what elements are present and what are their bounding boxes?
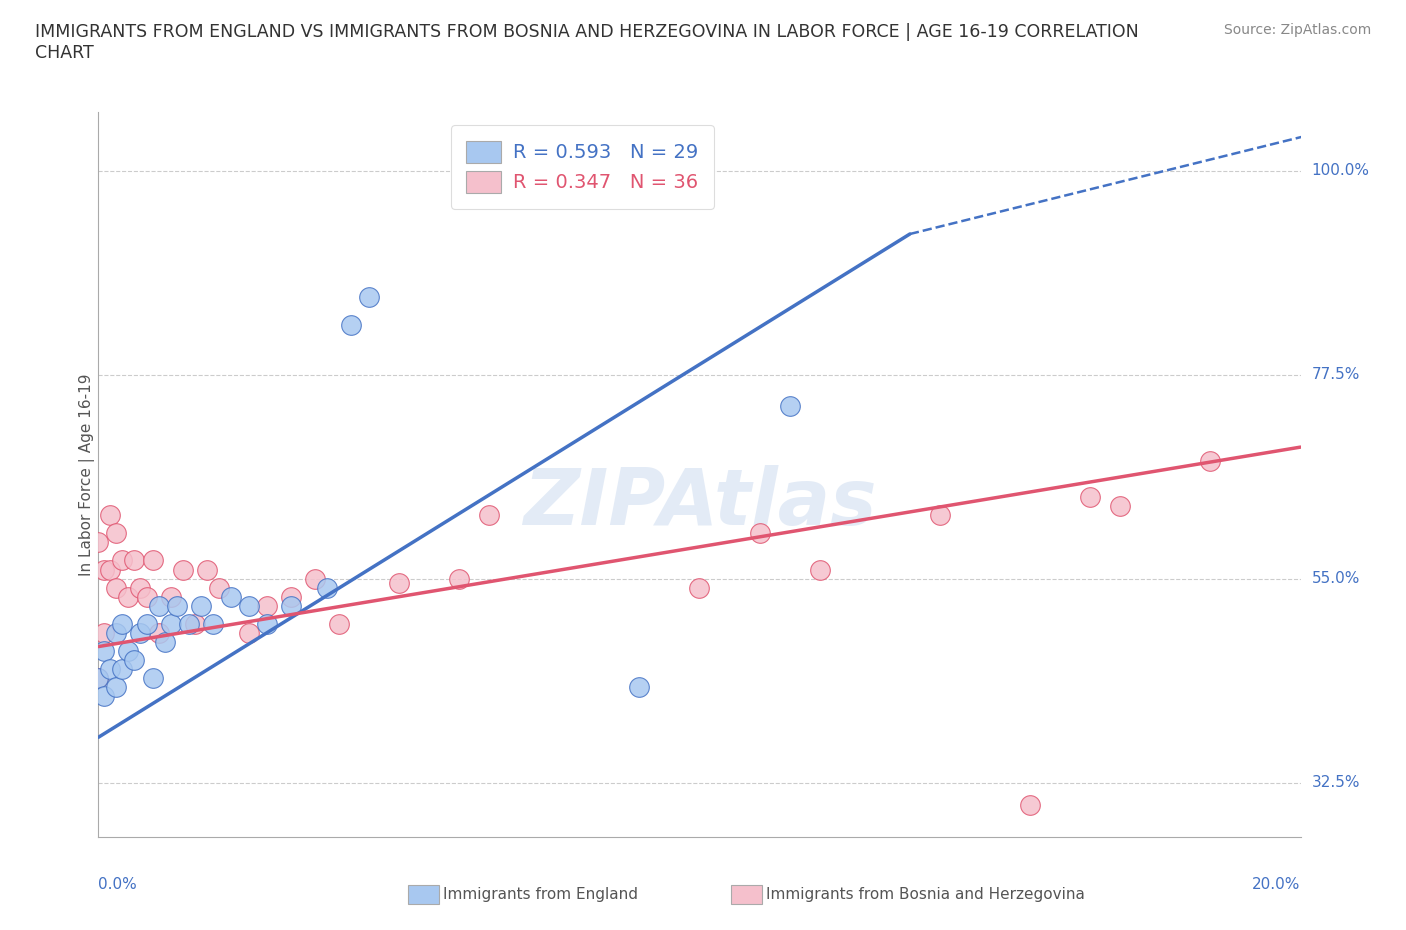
Point — [100, 508, 122, 523]
Text: 20.0%: 20.0% — [1253, 877, 1301, 892]
Point — [141, 671, 163, 685]
Text: ZIPAtlas: ZIPAtlas — [523, 465, 876, 541]
Point — [748, 525, 770, 540]
Point — [478, 508, 501, 523]
Point — [93, 562, 115, 577]
Point — [135, 590, 157, 604]
Point — [129, 626, 152, 641]
Point — [100, 662, 122, 677]
Point — [628, 680, 651, 695]
Point — [388, 576, 411, 591]
Point — [87, 671, 110, 685]
Point — [93, 689, 115, 704]
Point — [172, 562, 194, 577]
Point — [105, 525, 128, 540]
Text: CHART: CHART — [35, 44, 94, 61]
Point — [129, 580, 152, 595]
Point — [447, 571, 470, 586]
Point — [105, 580, 128, 595]
Point — [1199, 453, 1222, 468]
Point — [357, 290, 380, 305]
Point — [238, 598, 260, 613]
Point — [87, 535, 110, 550]
Text: 0.0%: 0.0% — [98, 877, 138, 892]
Y-axis label: In Labor Force | Age 16-19: In Labor Force | Age 16-19 — [79, 373, 96, 576]
Point — [153, 634, 176, 649]
Text: IMMIGRANTS FROM ENGLAND VS IMMIGRANTS FROM BOSNIA AND HERZEGOVINA IN LABOR FORCE: IMMIGRANTS FROM ENGLAND VS IMMIGRANTS FR… — [35, 23, 1139, 41]
Point — [256, 598, 278, 613]
Point — [159, 590, 181, 604]
Point — [135, 617, 157, 631]
Text: Source: ZipAtlas.com: Source: ZipAtlas.com — [1223, 23, 1371, 37]
Point — [93, 626, 115, 641]
Point — [238, 626, 260, 641]
Point — [166, 598, 188, 613]
Legend: R = 0.593   N = 29, R = 0.347   N = 36: R = 0.593 N = 29, R = 0.347 N = 36 — [451, 125, 714, 208]
Point — [808, 562, 831, 577]
Text: 100.0%: 100.0% — [1312, 163, 1369, 178]
Text: 32.5%: 32.5% — [1312, 775, 1360, 790]
Point — [111, 662, 134, 677]
Point — [1078, 489, 1101, 504]
Point — [141, 553, 163, 568]
Point — [340, 317, 363, 332]
Point — [280, 590, 302, 604]
Point — [117, 644, 139, 658]
Point — [929, 508, 952, 523]
Point — [219, 590, 242, 604]
Point — [688, 580, 710, 595]
Point — [111, 617, 134, 631]
Point — [1109, 498, 1132, 513]
Point — [779, 399, 801, 414]
Point — [315, 580, 337, 595]
Text: 55.0%: 55.0% — [1312, 571, 1360, 586]
Point — [117, 590, 139, 604]
Point — [93, 644, 115, 658]
Point — [124, 553, 146, 568]
Point — [183, 617, 205, 631]
Point — [105, 680, 128, 695]
Point — [148, 598, 170, 613]
Point — [177, 617, 200, 631]
Point — [208, 580, 231, 595]
Point — [148, 626, 170, 641]
Text: Immigrants from England: Immigrants from England — [443, 887, 638, 902]
Point — [111, 553, 134, 568]
Point — [87, 671, 110, 685]
Point — [256, 617, 278, 631]
Text: Immigrants from Bosnia and Herzegovina: Immigrants from Bosnia and Herzegovina — [766, 887, 1085, 902]
Text: 77.5%: 77.5% — [1312, 367, 1360, 382]
Point — [124, 653, 146, 668]
Point — [100, 562, 122, 577]
Point — [304, 571, 326, 586]
Point — [1019, 798, 1042, 813]
Point — [280, 598, 302, 613]
Point — [201, 617, 224, 631]
Point — [195, 562, 218, 577]
Point — [105, 626, 128, 641]
Point — [159, 617, 181, 631]
Point — [190, 598, 212, 613]
Point — [328, 617, 350, 631]
